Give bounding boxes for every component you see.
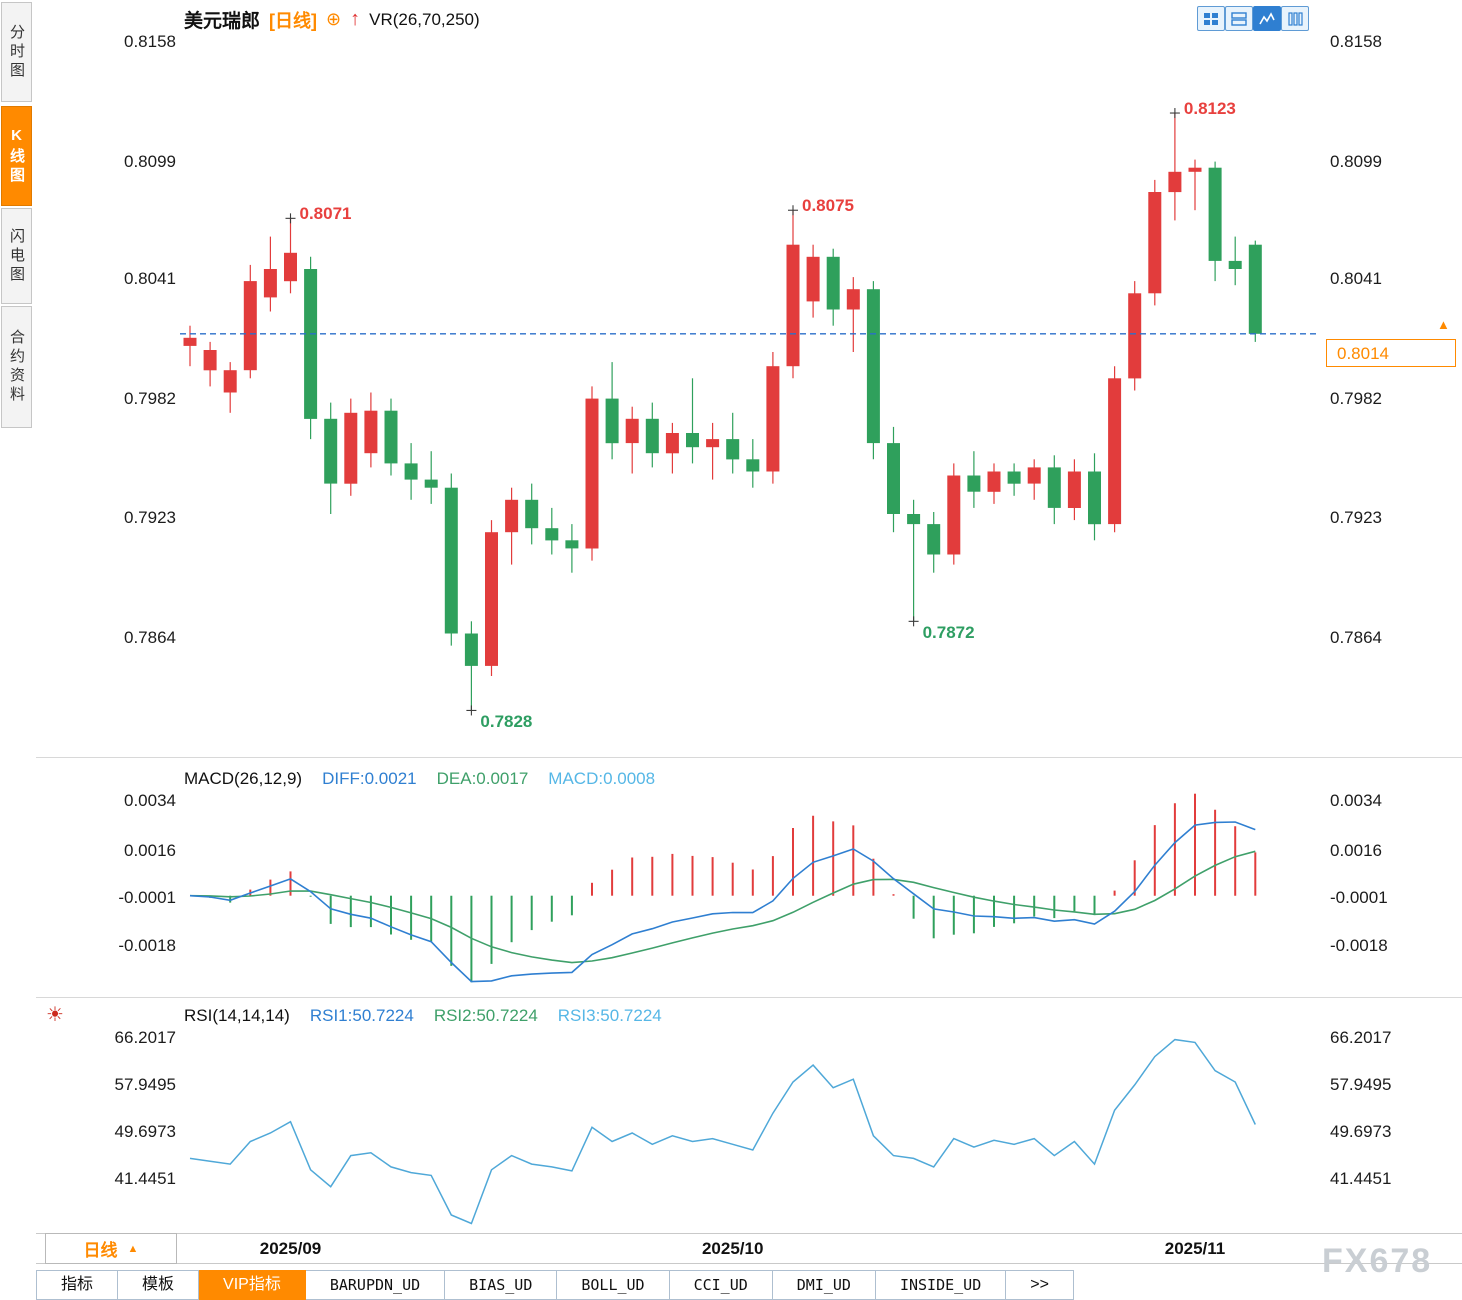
macd-axis-label-right: -0.0018	[1330, 935, 1388, 955]
rsi-title[interactable]: RSI(14,14,14)	[184, 1006, 290, 1025]
price-axis-label-right: 0.7982	[1330, 388, 1382, 408]
sidebar-tab-3[interactable]: 闪电图	[1, 208, 32, 304]
layout-grid-button[interactable]	[1197, 6, 1225, 31]
chevron-up-icon: ▲	[127, 1242, 139, 1255]
indicator-tab-VIP指标[interactable]: VIP指标	[199, 1270, 306, 1300]
chart-style-button[interactable]	[1253, 6, 1281, 31]
period-selector-label: 日线	[83, 1241, 118, 1260]
macd-dea-value: DEA:0.0017	[436, 769, 529, 788]
symbol-name: 美元瑞郎	[184, 11, 261, 32]
indicator-tab-CCI_UD[interactable]: CCI_UD	[669, 1270, 773, 1300]
date-tick-2025/11: 2025/11	[1164, 1239, 1226, 1258]
macd-axis-label-left: 0.0034	[124, 791, 176, 811]
macd-axis-label-right: 0.0016	[1330, 841, 1382, 861]
layout-panes-icon	[1231, 11, 1247, 26]
price-axis-label-right: 0.8158	[1330, 32, 1382, 52]
macd-title[interactable]: MACD(26,12,9)	[184, 769, 303, 788]
indicator-tab-BARUPDN_UD[interactable]: BARUPDN_UD	[305, 1270, 446, 1300]
sidebar: 分时图 K线图 闪电图 合约资料	[0, 0, 36, 430]
rsi-chart[interactable]	[180, 1000, 1320, 1232]
period-tag[interactable]: [日线]	[269, 10, 318, 31]
macd-panel-header: MACD(26,12,9) DIFF:0.0021 DEA:0.0017 MAC…	[184, 769, 655, 789]
price-axis-label-right: 0.7923	[1330, 508, 1382, 528]
indicator-tab-DMI_UD[interactable]: DMI_UD	[772, 1270, 876, 1300]
indicator-tab-bar: 指标 模板 VIP指标 BARUPDN_UD BIAS_UD BOLL_UD CCI_UD D…	[36, 1270, 1074, 1300]
price-annotation-0.8071: 0.8071	[299, 204, 352, 224]
price-axis-label-left: 0.8041	[124, 269, 176, 289]
indicator-tab-INSIDE_UD[interactable]: INSIDE_UD	[875, 1270, 1007, 1300]
rsi-panel-header: RSI(14,14,14) RSI1:50.7224 RSI2:50.7224 …	[184, 1006, 662, 1026]
chart-header: 美元瑞郎 [日线] ⊕ ↑ VR(26,70,250)	[184, 6, 480, 33]
macd-axis-label-right: 0.0034	[1330, 791, 1382, 811]
rsi-axis-label-right: 66.2017	[1330, 1028, 1392, 1048]
macd-axis-label-left: 0.0016	[124, 841, 176, 861]
rsi-axis-label-left: 57.9495	[114, 1075, 176, 1095]
price-axis-label-left: 0.8158	[124, 32, 176, 52]
panel-divider	[36, 757, 1462, 758]
price-axis-label-left: 0.7923	[124, 508, 176, 528]
time-axis-band	[36, 1233, 1462, 1264]
current-price-tag: 0.8014	[1326, 338, 1456, 367]
indicator-tab-模板[interactable]: 模板	[118, 1270, 200, 1300]
price-annotation-0.8075: 0.8075	[802, 196, 854, 216]
layout-panes-button[interactable]	[1225, 6, 1253, 31]
date-tick-2025/10: 2025/10	[701, 1239, 764, 1258]
rsi-axis-label-right: 41.4451	[1330, 1168, 1392, 1188]
indicator-settings-sun-icon[interactable]: ☀	[46, 1004, 64, 1026]
panel-divider	[36, 997, 1462, 998]
indicator-tab-BIAS_UD[interactable]: BIAS_UD	[445, 1270, 558, 1300]
watermark: FX678	[1322, 1242, 1433, 1280]
layout-grid-icon	[1204, 12, 1218, 25]
price-annotation-0.7872: 0.7872	[922, 623, 975, 643]
latest-price-arrow-icon[interactable]: ▲	[1437, 316, 1450, 332]
rsi-axis-label-left: 41.4451	[114, 1168, 176, 1188]
vr-indicator-label[interactable]: VR(26,70,250)	[369, 9, 480, 29]
rsi-axis-label-right: 49.6973	[1330, 1121, 1392, 1141]
price-axis-label-right: 0.8099	[1330, 151, 1382, 171]
circle-plus-icon[interactable]: ⊕	[326, 9, 342, 29]
price-axis-label-right: 0.7864	[1330, 627, 1382, 647]
price-axis-label-left: 0.7982	[124, 388, 176, 408]
macd-axis-label-right: -0.0001	[1330, 888, 1388, 908]
price-annotation-0.8123: 0.8123	[1183, 99, 1236, 119]
candlestick-chart[interactable]	[180, 30, 1320, 755]
period-selector[interactable]: 日线 ▲	[45, 1233, 177, 1264]
indicator-tab-BOLL_UD[interactable]: BOLL_UD	[557, 1270, 670, 1300]
sidebar-tab-2[interactable]: K线图	[1, 106, 32, 206]
indicator-tab-指标[interactable]: 指标	[36, 1270, 119, 1300]
macd-bar-value: MACD:0.0008	[548, 769, 656, 788]
rsi-axis-label-right: 57.9495	[1330, 1075, 1392, 1095]
sidebar-tab-1[interactable]: 分时图	[1, 2, 32, 102]
layout-columns-button[interactable]	[1281, 6, 1309, 31]
macd-diff-value: DIFF:0.0021	[322, 769, 417, 788]
rsi2-value: RSI2:50.7224	[433, 1006, 538, 1025]
rsi-axis-label-left: 66.2017	[114, 1028, 176, 1048]
rsi1-value: RSI1:50.7224	[309, 1006, 414, 1025]
rsi-axis-label-left: 49.6973	[114, 1121, 176, 1141]
sidebar-tab-4[interactable]: 合约资料	[1, 306, 32, 428]
indicator-tab->>[interactable]: >>	[1006, 1270, 1074, 1300]
price-axis-label-left: 0.8099	[124, 151, 176, 171]
macd-axis-label-left: -0.0018	[118, 935, 176, 955]
price-axis-label-right: 0.8041	[1330, 269, 1382, 289]
layout-columns-icon	[1288, 11, 1303, 26]
macd-axis-label-left: -0.0001	[118, 888, 176, 908]
macd-chart[interactable]	[180, 765, 1320, 993]
red-up-arrow-icon: ↑	[350, 8, 361, 30]
rsi3-value: RSI3:50.7224	[557, 1006, 662, 1025]
date-tick-2025/09: 2025/09	[259, 1239, 322, 1258]
line-chart-icon	[1259, 11, 1275, 24]
price-axis-label-left: 0.7864	[124, 627, 176, 647]
price-annotation-0.7828: 0.7828	[480, 712, 533, 732]
